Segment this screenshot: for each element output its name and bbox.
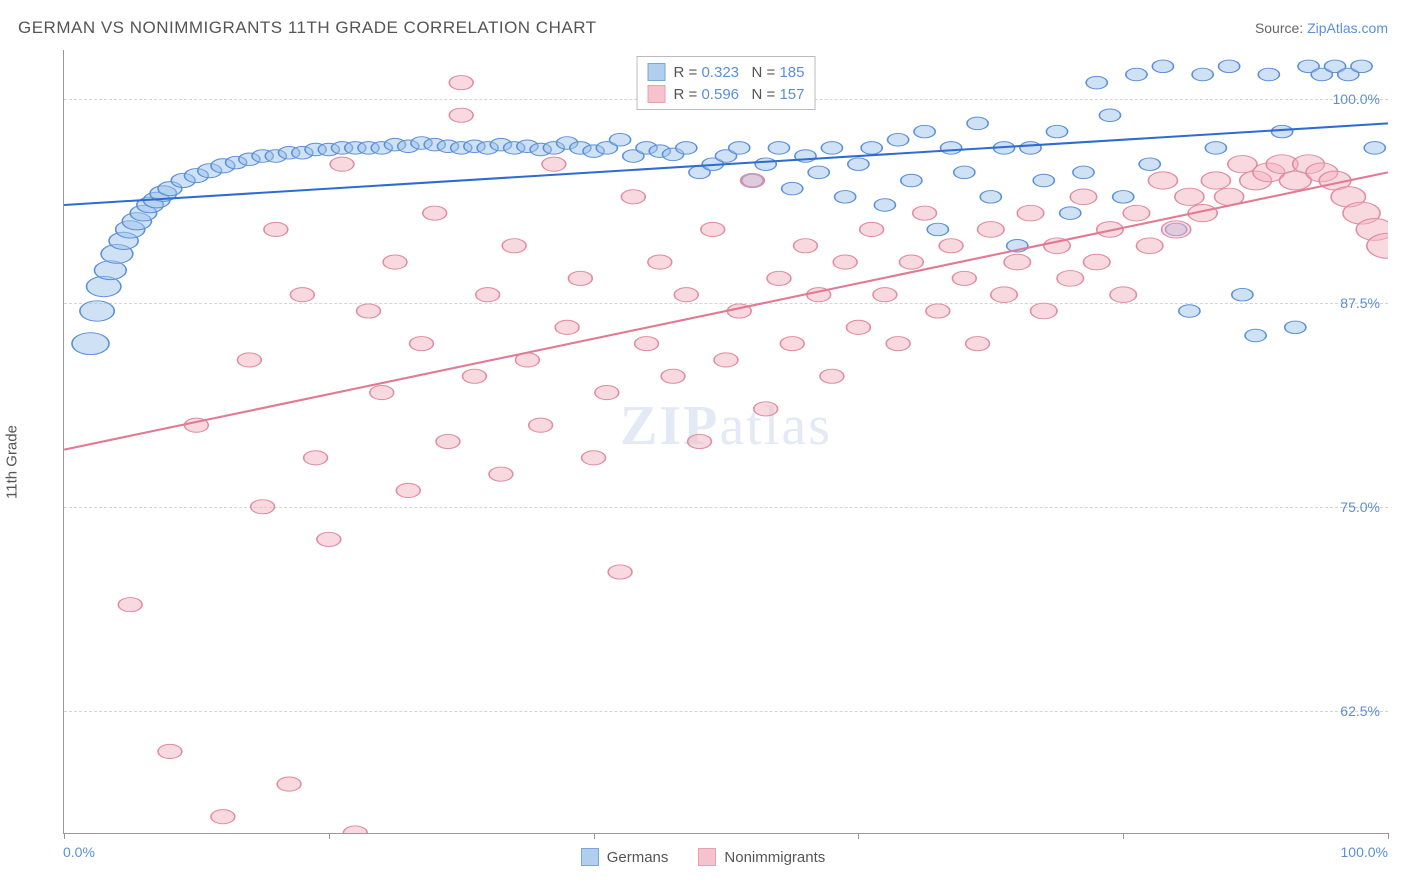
legend-item: Nonimmigrants bbox=[698, 848, 825, 866]
legend-label: Nonimmigrants bbox=[724, 849, 825, 866]
source: Source: ZipAtlas.com bbox=[1255, 20, 1388, 36]
header: GERMAN VS NONIMMIGRANTS 11TH GRADE CORRE… bbox=[18, 18, 1388, 38]
correlation-text: R = 0.596 N = 157 bbox=[674, 86, 805, 103]
legend-swatch-icon bbox=[648, 85, 666, 103]
y-axis-label: 11th Grade bbox=[4, 425, 21, 499]
correlation-row: R = 0.596 N = 157 bbox=[648, 83, 805, 105]
legend-swatch-icon bbox=[648, 63, 666, 81]
bottom-legend: Germans Nonimmigrants bbox=[18, 848, 1388, 866]
x-tick-mark bbox=[64, 833, 65, 839]
trend-line bbox=[64, 172, 1388, 449]
trend-lines bbox=[64, 50, 1388, 833]
correlation-text: R = 0.323 N = 185 bbox=[674, 64, 805, 81]
legend-swatch-icon bbox=[698, 848, 716, 866]
source-label: Source: bbox=[1255, 20, 1307, 36]
x-tick-mark bbox=[1388, 833, 1389, 839]
chart-title: GERMAN VS NONIMMIGRANTS 11TH GRADE CORRE… bbox=[18, 18, 597, 38]
plot-area: ZIPatlas R = 0.323 N = 185R = 0.596 N = … bbox=[63, 50, 1388, 834]
legend-item: Germans bbox=[581, 848, 669, 866]
correlation-row: R = 0.323 N = 185 bbox=[648, 61, 805, 83]
x-tick-mark bbox=[329, 833, 330, 839]
x-tick-mark bbox=[594, 833, 595, 839]
chart-area: 11th Grade ZIPatlas R = 0.323 N = 185R =… bbox=[18, 50, 1388, 874]
legend-label: Germans bbox=[607, 849, 669, 866]
correlation-legend: R = 0.323 N = 185 R = 0.596 N = 157 bbox=[637, 56, 816, 110]
x-tick-mark bbox=[1123, 833, 1124, 839]
trend-line bbox=[64, 123, 1388, 205]
x-tick-mark bbox=[858, 833, 859, 839]
source-link[interactable]: ZipAtlas.com bbox=[1307, 20, 1388, 36]
legend-swatch-icon bbox=[581, 848, 599, 866]
